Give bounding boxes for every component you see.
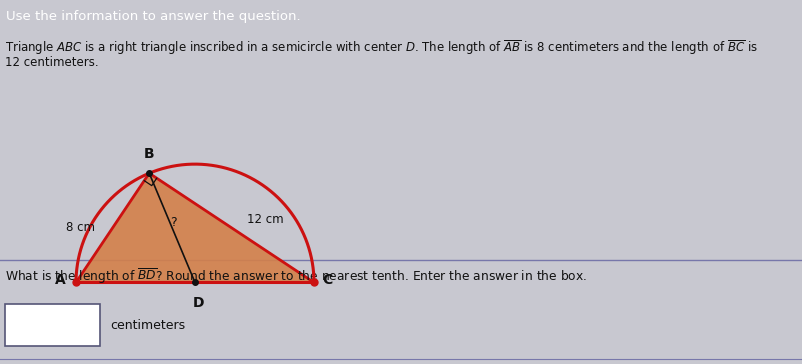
Text: B: B [144, 147, 155, 161]
Text: 12 cm: 12 cm [246, 213, 283, 226]
Text: centimeters: centimeters [110, 319, 185, 332]
Text: What is the length of $\overline{BD}$? Round the answer to the nearest tenth. En: What is the length of $\overline{BD}$? R… [5, 266, 587, 286]
Bar [5, 304, 100, 346]
Text: A: A [55, 273, 66, 288]
Text: D: D [193, 296, 205, 310]
Text: ?: ? [170, 216, 176, 229]
Text: Triangle $ABC$ is a right triangle inscribed in a semicircle with center $D$. Th: Triangle $ABC$ is a right triangle inscr… [5, 38, 758, 57]
Text: 12 centimeters.: 12 centimeters. [5, 56, 99, 69]
Text: Use the information to answer the question.: Use the information to answer the questi… [6, 10, 301, 23]
Polygon shape [76, 173, 314, 282]
Text: C: C [322, 273, 332, 288]
Text: 8 cm: 8 cm [66, 221, 95, 234]
